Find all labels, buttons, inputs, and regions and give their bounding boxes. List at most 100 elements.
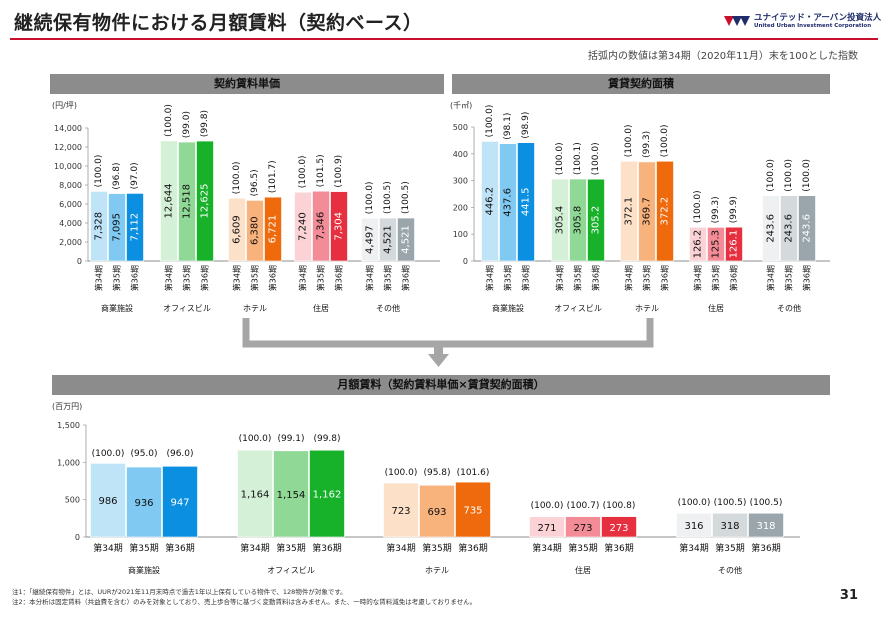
bar xyxy=(264,196,282,262)
category-label: オフィスビル xyxy=(267,566,315,575)
bar-value-label: 7,095 xyxy=(112,213,123,242)
period-label: 第36期 xyxy=(521,265,531,291)
bar-index-label: (100.0) xyxy=(164,104,174,137)
y-tick-label: 4,000 xyxy=(59,219,82,228)
bar xyxy=(481,141,499,262)
bar-index-label: (100.0) xyxy=(766,159,776,192)
y-axis-unit-label: (百万円) xyxy=(52,402,82,411)
period-label: 第36期 xyxy=(200,265,210,291)
bar-value-label: 305.4 xyxy=(555,206,566,235)
bar-value-label: 1,154 xyxy=(277,490,306,501)
bar xyxy=(361,217,379,262)
bar xyxy=(312,190,330,262)
y-tick-label: 500 xyxy=(453,123,468,132)
bar xyxy=(780,195,798,262)
period-label: 第36期 xyxy=(334,265,344,291)
bar-index-label: (100.0) xyxy=(298,155,308,188)
period-label: 第34期 xyxy=(766,265,776,291)
bar-value-label: 273 xyxy=(573,523,592,534)
bar-value-label: 6,721 xyxy=(268,215,279,244)
bar xyxy=(565,516,601,538)
period-label: 第34期 xyxy=(555,265,565,291)
period-label: 第34期 xyxy=(93,542,122,554)
bar-value-label: 305.2 xyxy=(591,206,602,235)
bar-index-label: (100.0) xyxy=(365,181,375,214)
period-label: 第35期 xyxy=(568,542,597,554)
bar xyxy=(90,463,126,538)
bar-index-label: (98.1) xyxy=(503,113,513,140)
bar-value-label: 318 xyxy=(720,521,739,532)
period-label: 第34期 xyxy=(386,542,415,554)
bar xyxy=(587,178,605,262)
bar-index-label: (100.1) xyxy=(573,142,583,175)
y-tick-label: 0 xyxy=(77,257,82,266)
category-label: 住居 xyxy=(708,303,724,313)
bar-value-label: 7,112 xyxy=(130,213,141,242)
period-label: 第34期 xyxy=(164,265,174,291)
bar-value-label: 243.6 xyxy=(802,214,813,243)
period-label: 第34期 xyxy=(298,265,308,291)
bar xyxy=(725,226,743,262)
period-label: 第36期 xyxy=(604,542,633,554)
bar-value-label: 446.2 xyxy=(485,187,496,216)
category-label: 商業施設 xyxy=(128,565,160,575)
period-label: 第34期 xyxy=(679,542,708,554)
bar-index-label: (100.0) xyxy=(802,159,812,192)
bar-index-label: (100.7) xyxy=(567,501,600,511)
period-label: 第36期 xyxy=(312,542,341,554)
bar-value-label: 4,521 xyxy=(401,225,412,254)
bar xyxy=(126,193,144,262)
y-axis-unit-label: (千㎡) xyxy=(450,100,472,110)
period-label: 第35期 xyxy=(503,265,513,291)
bar xyxy=(162,465,198,538)
y-tick-label: 6,000 xyxy=(59,200,82,209)
bar-value-label: 7,240 xyxy=(298,212,309,241)
bar-index-label: (100.0) xyxy=(591,142,601,175)
category-label: ホテル xyxy=(635,304,659,313)
bar-value-label: 273 xyxy=(609,523,628,534)
bar-index-label: (99.8) xyxy=(313,434,340,444)
bar xyxy=(160,140,178,262)
bar-index-label: (100.0) xyxy=(92,449,125,459)
period-label: 第35期 xyxy=(573,265,583,291)
category-label: ホテル xyxy=(243,304,267,313)
period-label: 第35期 xyxy=(182,265,192,291)
period-label: 第34期 xyxy=(532,542,561,554)
bar-index-label: (100.0) xyxy=(555,142,565,175)
period-label: 第36期 xyxy=(751,542,780,554)
bar-index-label: (99.3) xyxy=(711,196,721,223)
period-label: 第34期 xyxy=(624,265,634,291)
category-label: 住居 xyxy=(575,565,591,575)
bar xyxy=(638,161,656,262)
y-tick-label: 300 xyxy=(453,177,468,186)
bar-value-label: 437.6 xyxy=(503,188,514,217)
bar-value-label: 318 xyxy=(756,521,775,532)
bar xyxy=(748,512,784,538)
bar xyxy=(273,450,309,538)
bar-index-label: (100.0) xyxy=(784,159,794,192)
period-label: 第35期 xyxy=(711,265,721,291)
bar-value-label: 6,380 xyxy=(250,216,261,245)
bar-value-label: 12,518 xyxy=(182,184,193,219)
panel-title-monthly-rent: 月額賃料（契約賃料単価×賃貸契約面積） xyxy=(52,375,830,395)
bar-index-label: (96.5) xyxy=(250,169,260,196)
bar-value-label: 12,625 xyxy=(200,184,211,219)
bar-index-label: (96.0) xyxy=(166,449,193,459)
footnote-2: 注2：本分析は固定賃料（共益費を含む）のみを対象としており、売上歩合等に基づく変… xyxy=(12,598,477,606)
category-label: その他 xyxy=(376,303,400,313)
period-label: 第36期 xyxy=(591,265,601,291)
bar xyxy=(419,484,455,538)
bar-index-label: (100.5) xyxy=(383,181,393,214)
bar-index-label: (99.9) xyxy=(729,196,739,223)
category-label: 商業施設 xyxy=(101,303,133,313)
bar-index-label: (100.8) xyxy=(603,501,636,511)
bar-value-label: 936 xyxy=(134,498,153,509)
bar-value-label: 7,304 xyxy=(334,212,345,241)
bar xyxy=(569,178,587,262)
period-label: 第36期 xyxy=(401,265,411,291)
bar-value-label: 441.5 xyxy=(521,188,532,217)
bar-index-label: (96.8) xyxy=(112,163,122,190)
bar-value-label: 372.1 xyxy=(624,197,635,226)
